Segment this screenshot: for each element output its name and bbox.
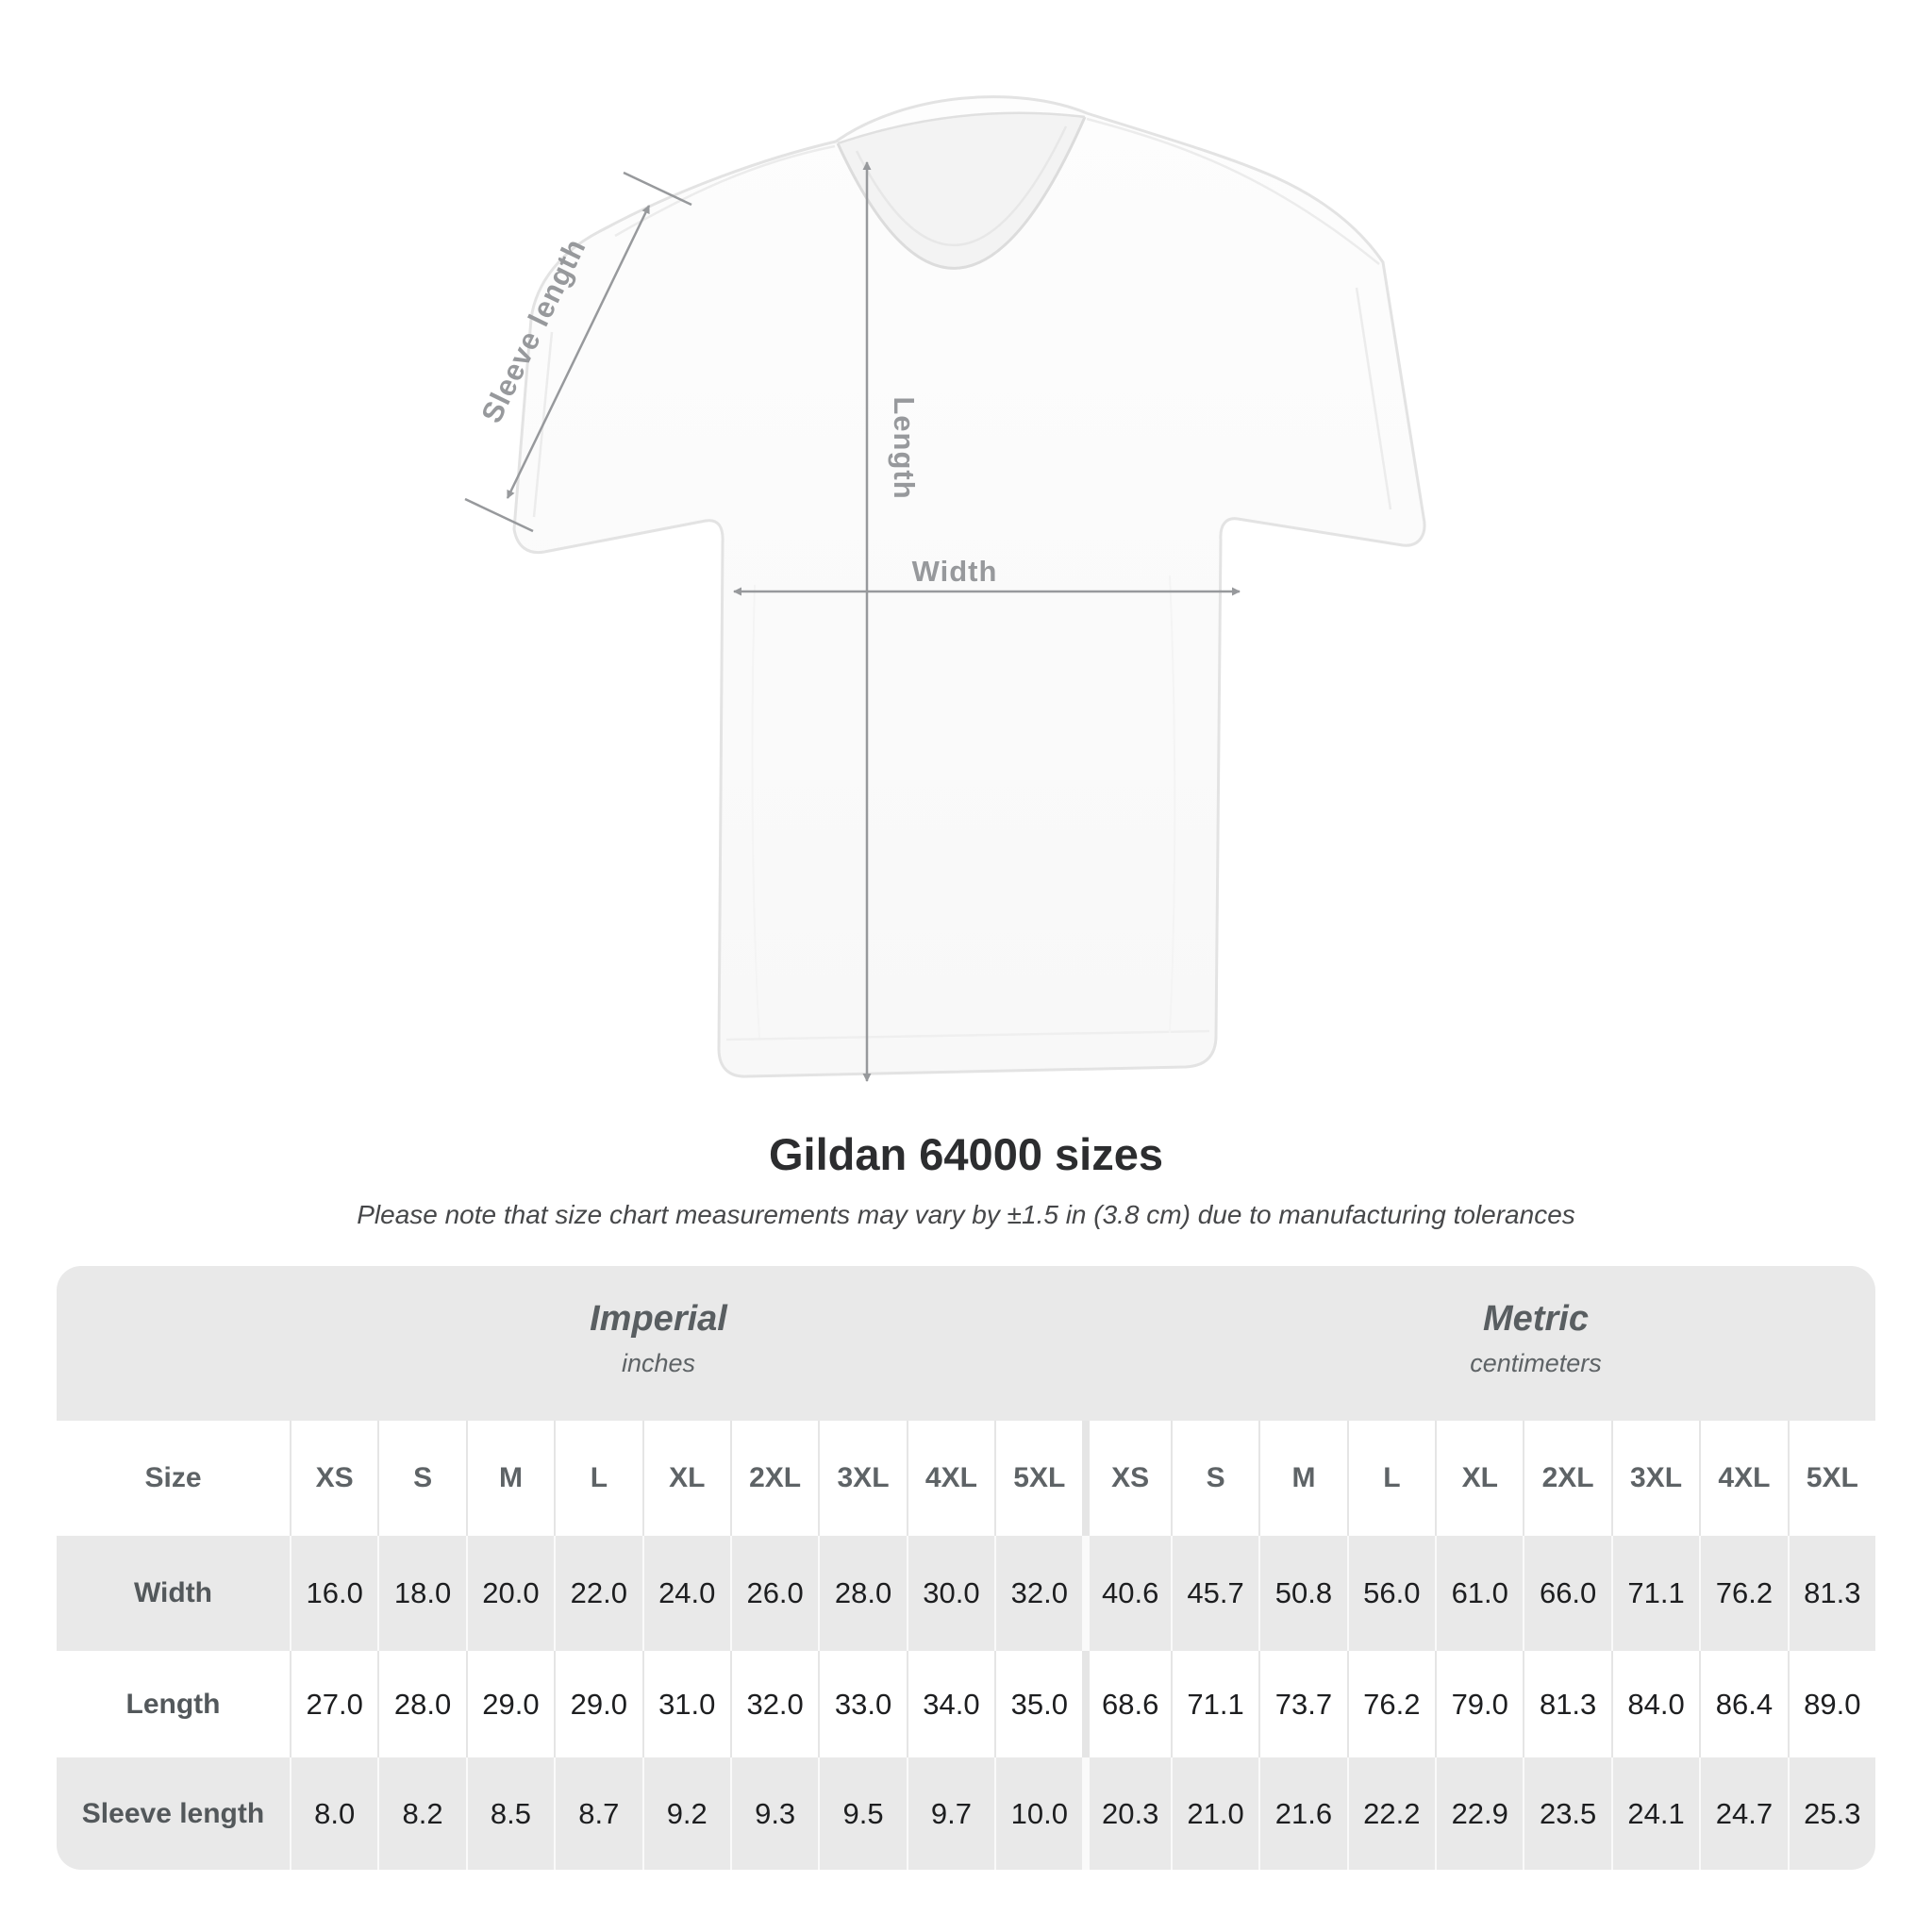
value-cell: 76.2 <box>1346 1651 1436 1757</box>
value-cell: 24.7 <box>1699 1757 1788 1870</box>
metric-group-title: Metric <box>1483 1299 1589 1339</box>
size-col-header: 3XL <box>818 1421 907 1536</box>
tshirt-illustration <box>512 95 1426 1078</box>
value-cell: 71.1 <box>1170 1651 1259 1757</box>
size-col-header: M <box>1258 1421 1347 1536</box>
size-col-header: L <box>1346 1421 1436 1536</box>
value-cell: 84.0 <box>1610 1651 1700 1757</box>
value-cell: 81.3 <box>1523 1651 1611 1757</box>
value-cell: 45.7 <box>1170 1536 1259 1651</box>
size-col-header: XS <box>290 1421 378 1536</box>
size-corner-header: Size <box>57 1421 290 1536</box>
unit-group-header-band: Imperial inches Metric centimeters <box>57 1266 1875 1421</box>
value-cell: 22.0 <box>554 1536 642 1651</box>
tolerance-note: Please note that size chart measurements… <box>357 1200 1575 1229</box>
value-cell: 21.6 <box>1258 1757 1347 1870</box>
value-cell: 20.3 <box>1082 1757 1171 1870</box>
value-cell: 26.0 <box>729 1536 819 1651</box>
value-cell: 25.3 <box>1787 1757 1875 1870</box>
metric-group-header: Metric centimeters <box>1140 1266 1875 1421</box>
value-cell: 8.7 <box>554 1757 642 1870</box>
value-cell: 29.0 <box>554 1651 642 1757</box>
value-cell: 89.0 <box>1787 1651 1875 1757</box>
row-label: Width <box>57 1536 290 1651</box>
value-cell: 66.0 <box>1523 1536 1611 1651</box>
size-col-header: 2XL <box>1523 1421 1611 1536</box>
value-cell: 20.0 <box>465 1536 555 1651</box>
size-col-header: 5XL <box>994 1421 1083 1536</box>
value-cell: 22.2 <box>1346 1757 1436 1870</box>
size-col-header: 4XL <box>906 1421 995 1536</box>
size-chart-table: Imperial inches Metric centimeters Size X… <box>57 1266 1875 1870</box>
size-col-header: L <box>554 1421 642 1536</box>
value-cell: 28.0 <box>377 1651 466 1757</box>
value-cell: 32.0 <box>729 1651 819 1757</box>
value-cell: 68.6 <box>1082 1651 1171 1757</box>
value-cell: 32.0 <box>994 1536 1083 1651</box>
value-cell: 50.8 <box>1258 1536 1347 1651</box>
size-col-header: 3XL <box>1610 1421 1700 1536</box>
sleeve-length-arrow <box>464 171 692 533</box>
value-cell: 86.4 <box>1699 1651 1788 1757</box>
value-cell: 73.7 <box>1258 1651 1347 1757</box>
size-col-header: XS <box>1082 1421 1171 1536</box>
value-cell: 34.0 <box>906 1651 995 1757</box>
value-cell: 9.3 <box>729 1757 819 1870</box>
imperial-group-unit: inches <box>621 1349 696 1377</box>
value-cell: 9.7 <box>906 1757 995 1870</box>
imperial-group-header: Imperial inches <box>57 1266 1260 1421</box>
value-cell: 24.0 <box>641 1536 730 1651</box>
size-col-header: M <box>465 1421 555 1536</box>
value-cell: 79.0 <box>1435 1651 1524 1757</box>
value-cell: 8.2 <box>377 1757 466 1870</box>
value-cell: 31.0 <box>641 1651 730 1757</box>
value-cell: 18.0 <box>377 1536 466 1651</box>
value-cell: 76.2 <box>1699 1536 1788 1651</box>
value-cell: 16.0 <box>290 1536 378 1651</box>
value-cell: 71.1 <box>1610 1536 1700 1651</box>
value-cell: 40.6 <box>1082 1536 1171 1651</box>
length-label: Length <box>888 396 921 499</box>
value-cell: 81.3 <box>1787 1536 1875 1651</box>
value-cell: 9.5 <box>818 1757 907 1870</box>
value-cell: 9.2 <box>641 1757 730 1870</box>
value-cell: 8.5 <box>465 1757 555 1870</box>
size-grid: Size XS S M L XL 2XL 3XL 4XL 5XL XS S M L XL 2XL 3XL 4XL 5… <box>57 1421 1875 1870</box>
collar <box>838 112 1085 269</box>
size-col-header: S <box>377 1421 466 1536</box>
value-cell: 56.0 <box>1346 1536 1436 1651</box>
size-col-header: XL <box>641 1421 730 1536</box>
value-cell: 33.0 <box>818 1651 907 1757</box>
value-cell: 29.0 <box>465 1651 555 1757</box>
size-col-header: 5XL <box>1787 1421 1875 1536</box>
value-cell: 24.1 <box>1610 1757 1700 1870</box>
size-col-header: S <box>1170 1421 1259 1536</box>
size-col-header: 2XL <box>729 1421 819 1536</box>
row-label: Sleeve length <box>57 1757 290 1870</box>
imperial-group-title: Imperial <box>590 1299 727 1339</box>
value-cell: 30.0 <box>906 1536 995 1651</box>
value-cell: 21.0 <box>1170 1757 1259 1870</box>
tshirt-size-diagram: Sleeve length Length Width <box>464 95 1426 1082</box>
value-cell: 28.0 <box>818 1536 907 1651</box>
page-title: Gildan 64000 sizes <box>768 1129 1164 1179</box>
value-cell: 35.0 <box>994 1651 1083 1757</box>
row-label: Length <box>57 1651 290 1757</box>
size-col-header: XL <box>1435 1421 1524 1536</box>
value-cell: 27.0 <box>290 1651 378 1757</box>
value-cell: 61.0 <box>1435 1536 1524 1651</box>
value-cell: 8.0 <box>290 1757 378 1870</box>
size-col-header: 4XL <box>1699 1421 1788 1536</box>
width-label: Width <box>912 555 998 588</box>
metric-group-unit: centimeters <box>1470 1349 1602 1377</box>
value-cell: 22.9 <box>1435 1757 1524 1870</box>
value-cell: 23.5 <box>1523 1757 1611 1870</box>
value-cell: 10.0 <box>994 1757 1083 1870</box>
